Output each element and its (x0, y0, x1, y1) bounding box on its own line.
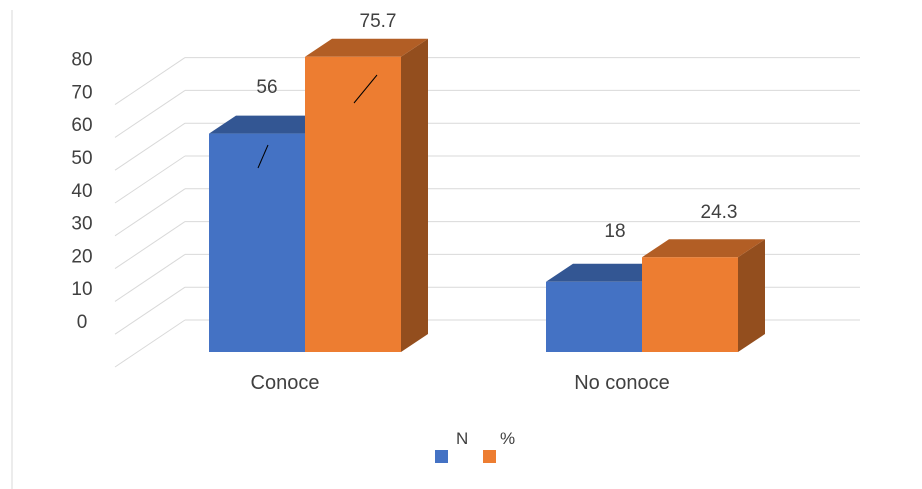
bar-front-face (546, 281, 642, 352)
legend-swatch-pct (483, 450, 496, 463)
y-tick-label: 20 (71, 246, 92, 267)
data-label-pct-conoce: 75.7 (360, 11, 397, 32)
bar-top-face (209, 115, 332, 134)
y-tick-label: 60 (71, 115, 92, 136)
y-tick-label: 30 (71, 214, 92, 235)
data-label-pct-no-conoce: 24.3 (701, 202, 738, 223)
data-label-n-no-conoce: 18 (604, 221, 625, 242)
bar-front-face (642, 257, 738, 352)
bar-top-face (546, 263, 669, 282)
bar-side-face (401, 38, 428, 353)
legend-swatch-n (435, 450, 448, 463)
bar-top-face (642, 239, 765, 258)
gridline-diagonal (114, 122, 186, 171)
data-label-leader-line (257, 144, 269, 169)
category-labels: Conoce No conoce (251, 372, 670, 394)
gridline-diagonal (114, 253, 186, 302)
gridline-diagonal (114, 286, 186, 335)
y-tick-label: 50 (71, 148, 92, 169)
bars (209, 38, 765, 353)
legend: N % (435, 429, 515, 463)
data-label-n-conoce: 56 (256, 77, 277, 98)
gridline-diagonal (114, 319, 186, 368)
y-tick-label: 80 (71, 50, 92, 71)
y-tick-label: 40 (71, 181, 92, 202)
bar-pct-conoce (305, 38, 428, 353)
category-label-no-conoce: No conoce (574, 372, 670, 394)
data-label-leader-line (353, 74, 378, 104)
bar-pct-no-conoce (642, 239, 765, 352)
y-axis-tick-labels: 0 10 20 30 40 50 60 70 80 (71, 50, 92, 333)
category-label-conoce: Conoce (251, 372, 320, 394)
bar-top-face (305, 38, 428, 57)
gridline-diagonal (114, 188, 186, 237)
gridline-diagonal (114, 57, 186, 106)
y-tick-label: 0 (77, 312, 88, 333)
bar-side-face (738, 239, 765, 352)
legend-label-pct: % (500, 429, 515, 448)
y-tick-label: 10 (71, 279, 92, 300)
y-tick-label: 70 (71, 82, 92, 103)
bar-n-no-conoce (546, 263, 669, 352)
gridline-diagonal (114, 155, 186, 204)
legend-label-n: N (456, 429, 468, 448)
gridline-diagonal (114, 89, 186, 138)
gridline-diagonal (114, 221, 186, 270)
bar-front-face (209, 133, 305, 352)
bar-front-face (305, 56, 401, 353)
data-labels: 56 75.7 18 24.3 (256, 11, 737, 242)
